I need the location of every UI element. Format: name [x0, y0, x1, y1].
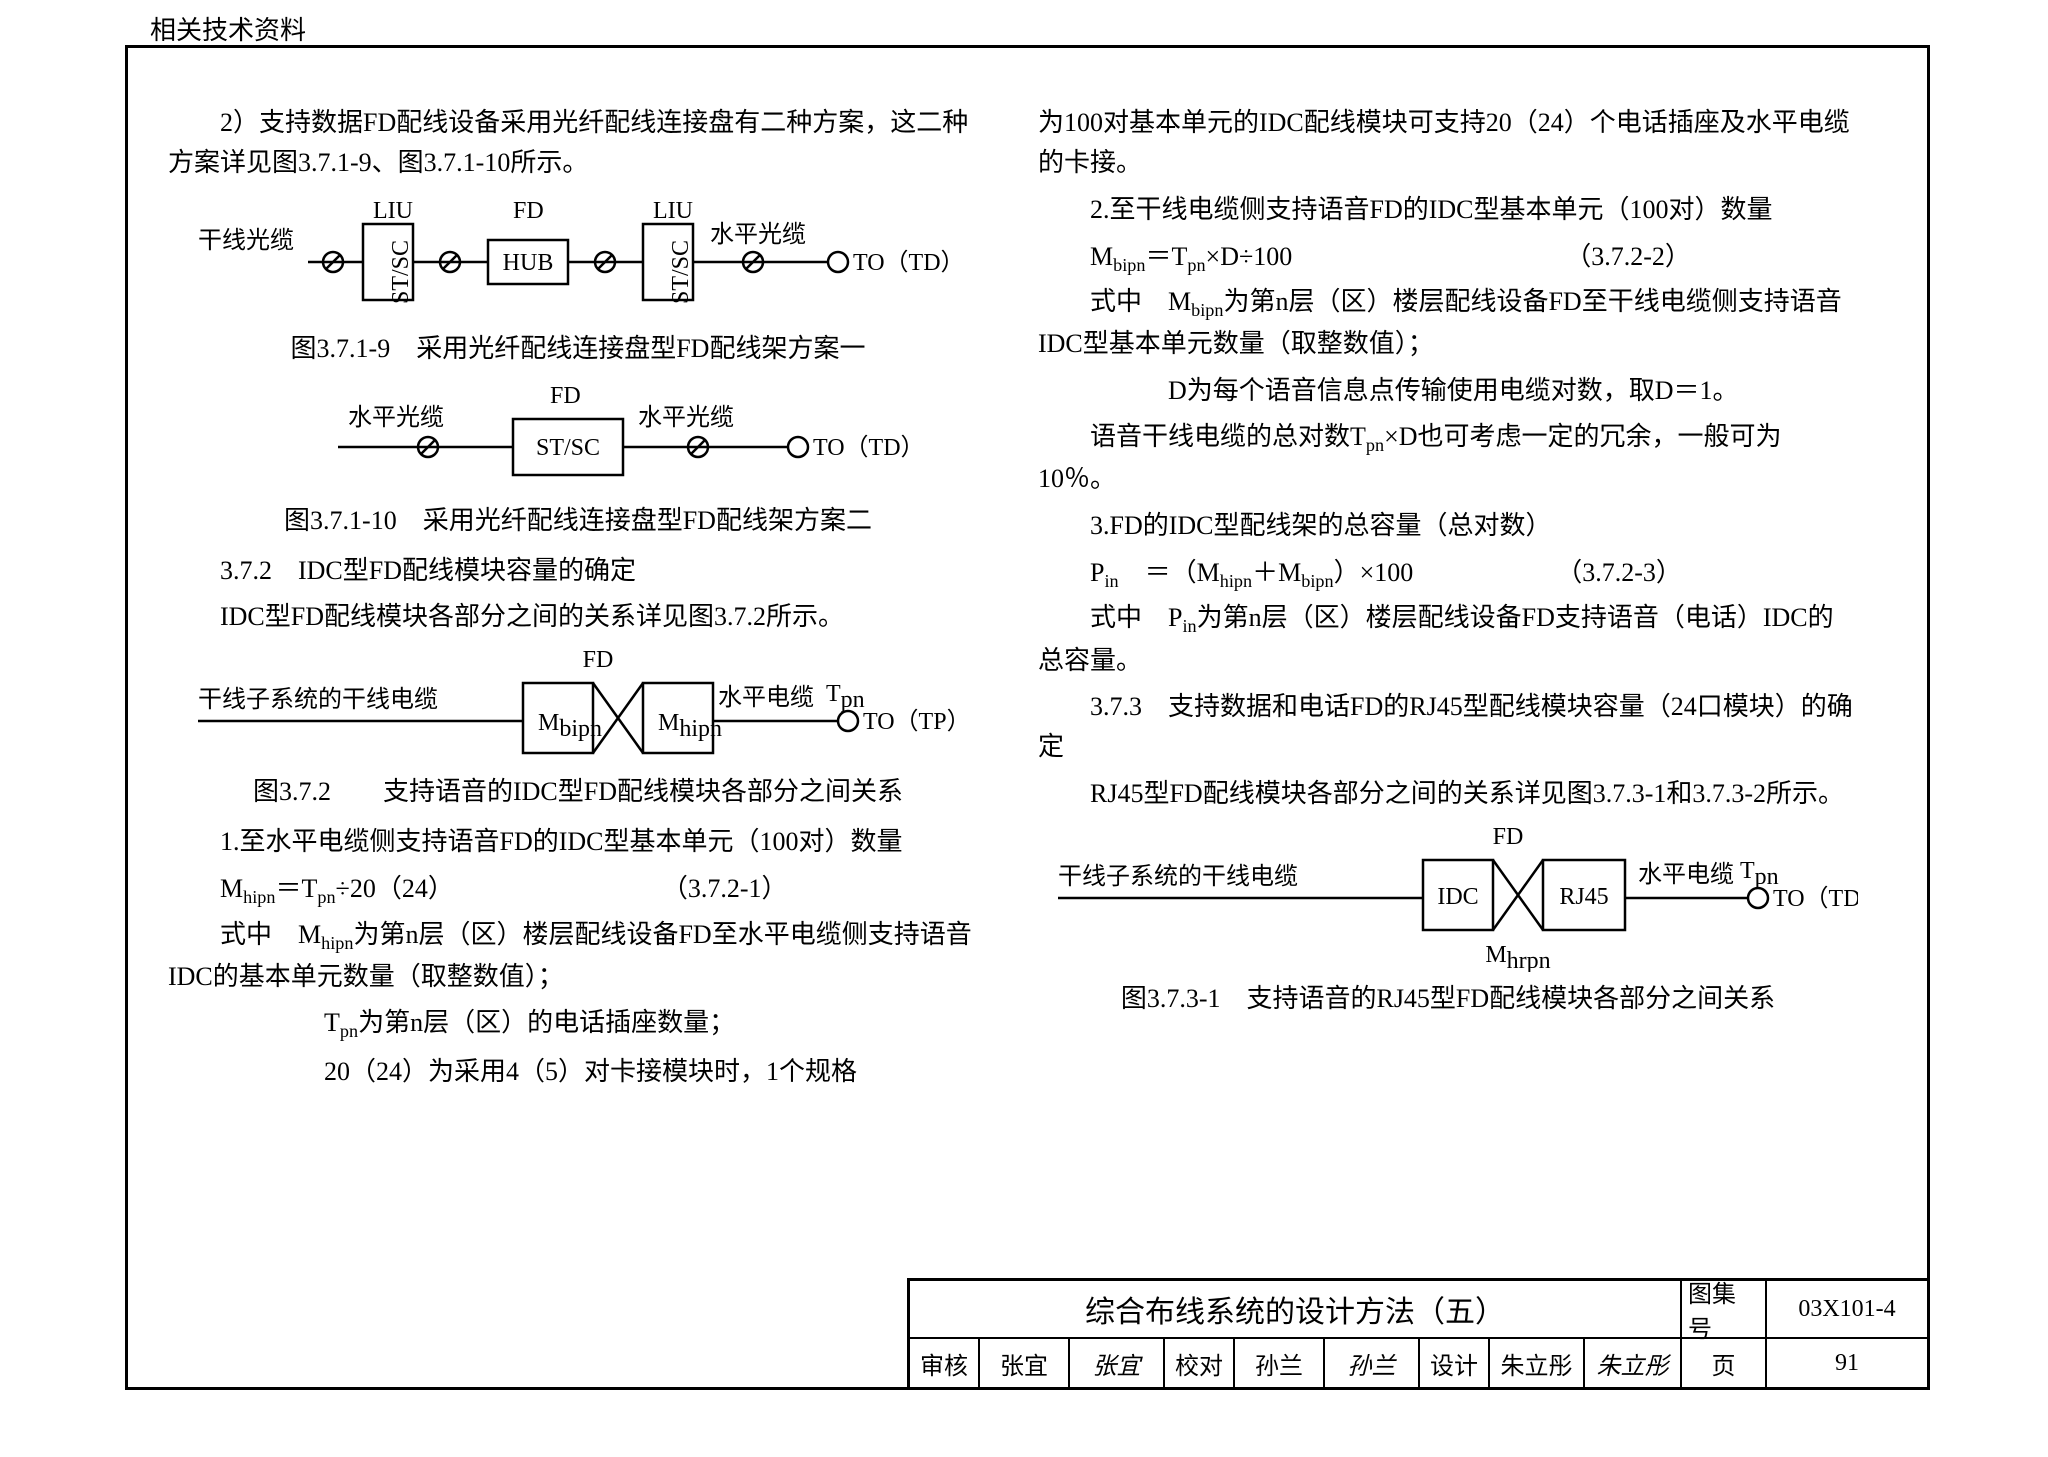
- label-right2: 水平光缆: [638, 404, 734, 431]
- caption-3-7-1-10: 图3.7.1-10 采用光纤配线连接盘型FD配线架方案二: [168, 500, 988, 537]
- formula-3-7-2-3: Pin ＝（Mhipn＋Mbipn）×100 （3.7.2-3）: [1090, 552, 1858, 592]
- label-left2: 水平光缆: [348, 404, 444, 431]
- para-3-7-3a: RJ45型FD配线模块各部分之间的关系详见图3.7.3-1和3.7.3-2所示。: [1038, 774, 1858, 814]
- exp-2-3: 语音干线电缆的总对数Tpn×D也可考虑一定的冗余，一般可为10％。: [1038, 417, 1858, 500]
- formula-3-7-2-1: Mhipn＝Tpn÷20（24） （3.7.2-1）: [220, 868, 988, 908]
- label-rj45: RJ45: [1559, 884, 1608, 910]
- check-sig: 孙兰: [1325, 1339, 1420, 1387]
- caption-3-7-1-9: 图3.7.1-9 采用光纤配线连接盘型FD配线架方案一: [168, 328, 988, 365]
- label-stsc3: ST/SC: [536, 435, 600, 461]
- heading-3-7-3: 3.7.3 支持数据和电话FD的RJ45型配线模块容量（24口模块）的确定: [1038, 687, 1858, 768]
- exp-2-2: D为每个语音信息点传输使用电缆对数，取D＝1。: [1038, 371, 1858, 411]
- page-header: 相关技术资料: [150, 10, 306, 47]
- design-label: 设计: [1420, 1339, 1490, 1387]
- drawing-title: 综合布线系统的设计方法（五）: [910, 1281, 1682, 1337]
- fig-3-7-2: FD 干线子系统的干线电缆 Mbipn Mhipn 水平电缆 Tpn TO（TP…: [188, 645, 968, 765]
- caption-3-7-3-1: 图3.7.3-1 支持语音的RJ45型FD配线模块各部分之间关系: [1038, 978, 1858, 1015]
- item-3: 3.FD的IDC型配线架的总容量（总对数）: [1038, 506, 1858, 546]
- design-sig: 朱立彤: [1585, 1339, 1682, 1387]
- label-fd3: FD: [583, 647, 614, 673]
- set-label: 图集号: [1682, 1281, 1767, 1337]
- exp-1-3: 20（24）为采用4（5）对卡接模块时，1个规格: [168, 1052, 988, 1092]
- check-label: 校对: [1165, 1339, 1235, 1387]
- label-to3: TO（TP）: [863, 709, 968, 735]
- label-stsc1: ST/SC: [388, 240, 414, 304]
- exp-3-1: 式中 Pin为第n层（区）楼层配线设备FD支持语音（电话）IDC的总容量。: [1038, 598, 1858, 681]
- title-block: 综合布线系统的设计方法（五） 图集号 03X101-4 审核 张宜 张宜 校对 …: [907, 1278, 1927, 1387]
- label-fd2: FD: [550, 383, 581, 409]
- audit-name: 张宜: [980, 1339, 1070, 1387]
- label-horiz-cable1: 水平光缆: [710, 221, 806, 248]
- label-liu2: LIU: [653, 198, 693, 224]
- exp-1-1: 式中 Mhipn为第n层（区）楼层配线设备FD至水平电缆侧支持语音IDC的基本单…: [168, 915, 988, 998]
- label-trunk4: 干线子系统的干线电缆: [1058, 863, 1298, 890]
- fig-3-7-3-1: FD 干线子系统的干线电缆 IDC RJ45 水平电缆 Tpn TO（TD） M…: [1038, 822, 1858, 972]
- para-3-7-2a: IDC型FD配线模块各部分之间的关系详见图3.7.2所示。: [168, 597, 988, 637]
- exp-1-2: Tpn为第n层（区）的电话插座数量；: [168, 1003, 988, 1045]
- page-value: 91: [1767, 1339, 1927, 1387]
- fig-3-7-1-9: 干线光缆 LIU ST/SC FD HUB LIU ST/SC 水平光缆: [198, 192, 958, 322]
- item-1: 1.至水平电缆侧支持语音FD的IDC型基本单元（100对）数量: [168, 822, 988, 862]
- label-fd4: FD: [1493, 824, 1524, 850]
- label-tpn3: Tpn: [826, 681, 865, 713]
- para-right-cont: 为100对基本单元的IDC配线模块可支持20（24）个电话插座及水平电缆的卡接。: [1038, 103, 1858, 184]
- caption-3-7-2: 图3.7.2 支持语音的IDC型FD配线模块各部分之间关系: [168, 771, 988, 808]
- label-to1: TO（TD）: [853, 250, 958, 276]
- set-value: 03X101-4: [1767, 1281, 1927, 1337]
- label-trunk-cable: 干线光缆: [198, 227, 294, 254]
- page-frame: 2）支持数据FD配线设备采用光纤配线连接盘有二种方案，这二种方案详见图3.7.1…: [125, 45, 1930, 1390]
- label-horiz4: 水平电缆: [1638, 861, 1734, 888]
- page-label: 页: [1682, 1339, 1767, 1387]
- label-hub: HUB: [503, 250, 554, 276]
- label-liu1: LIU: [373, 198, 413, 224]
- label-to4: TO（TD）: [1773, 886, 1858, 912]
- label-stsc2: ST/SC: [668, 240, 694, 304]
- design-name: 朱立彤: [1490, 1339, 1585, 1387]
- right-column: 为100对基本单元的IDC配线模块可支持20（24）个电话插座及水平电缆的卡接。…: [1038, 103, 1858, 1029]
- check-name: 孙兰: [1235, 1339, 1325, 1387]
- heading-3-7-2: 3.7.2 IDC型FD配线模块容量的确定: [168, 551, 988, 591]
- exp-2-1: 式中 Mbipn为第n层（区）楼层配线设备FD至干线电缆侧支持语音IDC型基本单…: [1038, 282, 1858, 365]
- label-trunk3: 干线子系统的干线电缆: [198, 686, 438, 713]
- audit-sig: 张宜: [1070, 1339, 1165, 1387]
- fig-3-7-1-10: FD 水平光缆 ST/SC 水平光缆 TO（TD）: [228, 379, 928, 494]
- left-column: 2）支持数据FD配线设备采用光纤配线连接盘有二种方案，这二种方案详见图3.7.1…: [168, 103, 988, 1098]
- item-2: 2.至干线电缆侧支持语音FD的IDC型基本单元（100对）数量: [1038, 190, 1858, 230]
- label-fd1: FD: [513, 198, 544, 224]
- formula-3-7-2-2: Mbipn＝Tpn×D÷100 （3.7.2-2）: [1090, 236, 1858, 276]
- label-mhrpn: Mhrpn: [1485, 942, 1550, 972]
- label-horiz3: 水平电缆: [718, 684, 814, 711]
- audit-label: 审核: [910, 1339, 980, 1387]
- label-idc: IDC: [1437, 884, 1478, 910]
- label-to2: TO（TD）: [813, 435, 925, 461]
- para-left-1: 2）支持数据FD配线设备采用光纤配线连接盘有二种方案，这二种方案详见图3.7.1…: [168, 103, 988, 184]
